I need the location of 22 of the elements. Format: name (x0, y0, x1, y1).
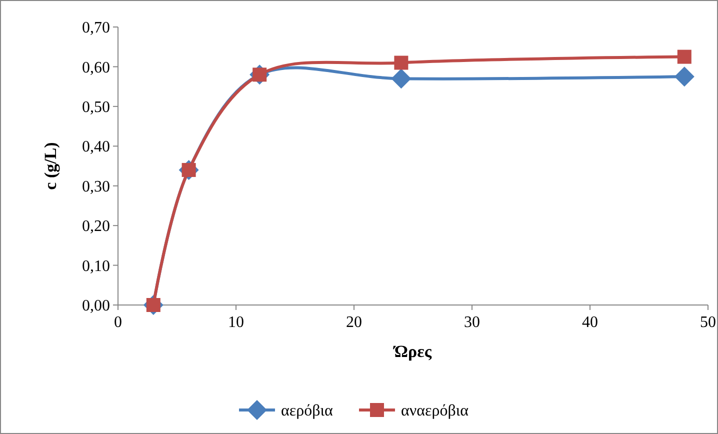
y-axis-title: c (g/L) (41, 142, 60, 190)
legend-label: αερόβια (281, 402, 334, 420)
x-tick-label: 30 (464, 314, 480, 331)
point (391, 68, 412, 89)
y-tick-label: 0,10 (82, 258, 110, 275)
x-tick-label: 10 (228, 314, 244, 331)
point (677, 50, 692, 64)
y-tick-label: 0,00 (82, 298, 110, 315)
y-tick-label: 0,70 (82, 20, 110, 37)
y-tick-label: 0,30 (82, 178, 110, 196)
y-tick-label: 0,40 (82, 138, 110, 156)
point (674, 66, 694, 87)
x-tick-label: 40 (582, 314, 598, 331)
point (394, 56, 408, 70)
y-tick-label: 0,20 (82, 218, 110, 236)
x-tick-label: 20 (346, 314, 362, 331)
y-tick-label: 0,60 (82, 59, 110, 76)
y-tick-label: 0,50 (82, 99, 110, 116)
x-tick-label: 0 (114, 314, 122, 331)
legend-label: αναερόβια (401, 402, 470, 420)
x-tick-label: 50 (700, 314, 716, 331)
x-axis-title: Ώρες (392, 342, 432, 361)
